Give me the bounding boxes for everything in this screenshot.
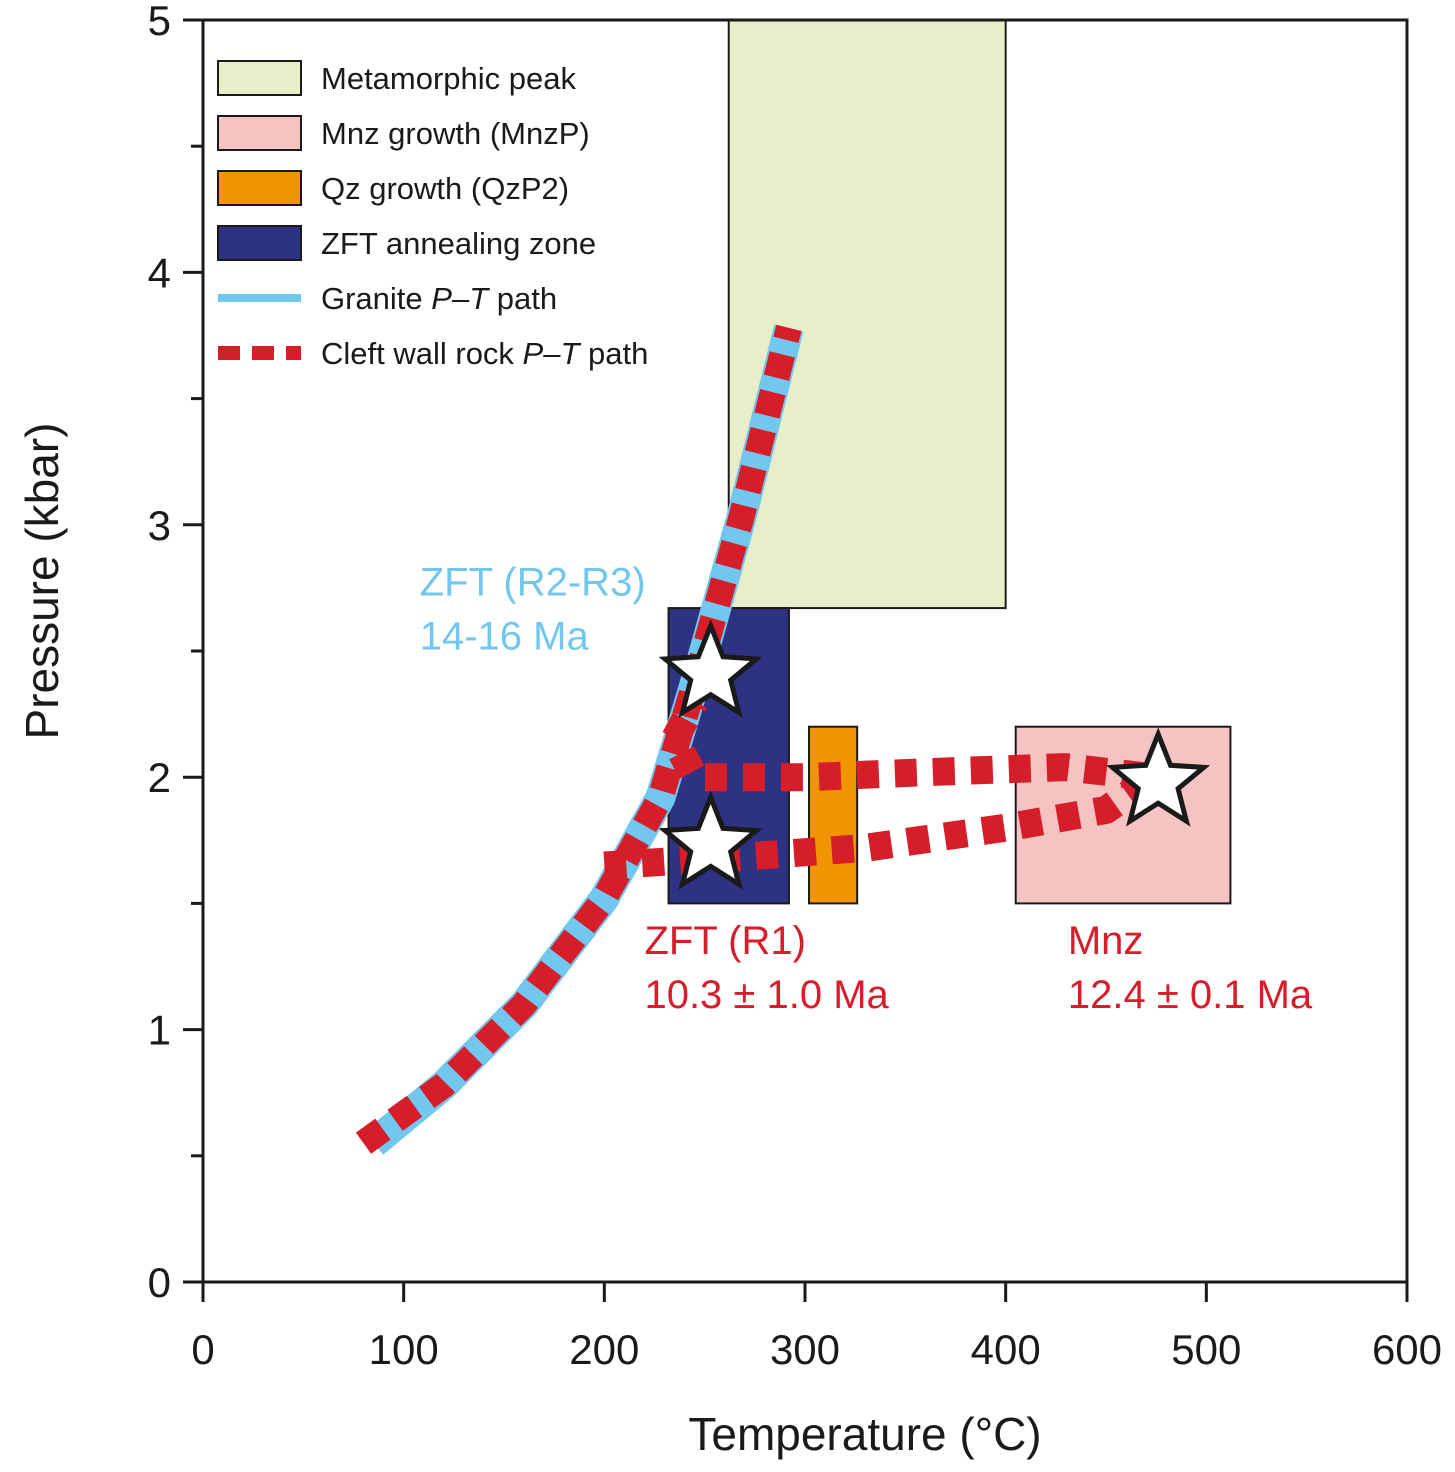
region-qz-growth-qzp2: [808, 725, 859, 905]
y-tick-label-4: 4: [148, 249, 171, 296]
legend-zft-annealing-zone-label: ZFT annealing zone: [321, 226, 596, 261]
region-metamorphic-peak: [727, 19, 1007, 610]
legend-qz-growth-qzp2-swatch: [217, 170, 302, 206]
region-mnz-growth-mnzp: [1014, 725, 1232, 905]
x-tick-label-300: 300: [770, 1326, 840, 1373]
annotation-3-line-1: Mnz: [1068, 919, 1144, 963]
legend-granite-p-t-path-label: Granite P–T path: [321, 281, 557, 316]
legend: Metamorphic peak Mnz growth (MnzP) Qz grow…: [217, 60, 648, 371]
legend-zft-annealing-zone-swatch: [217, 225, 302, 261]
y-tick-label-0: 0: [148, 1259, 171, 1306]
x-tick-label-400: 400: [971, 1326, 1041, 1373]
y-tick-label-1: 1: [148, 1007, 171, 1054]
annotation-1-line-2: 14-16 Ma: [420, 614, 590, 658]
star-markers-layer: [658, 618, 1211, 890]
annotation-2-line-2: 10.3 ± 1.0 Ma: [644, 973, 889, 1017]
y-tick-label-3: 3: [148, 502, 171, 549]
legend-qz-growth-qzp2-label: Qz growth (QzP2): [321, 171, 569, 206]
star-marker-1: [658, 618, 763, 718]
annotation-3-line-2: 12.4 ± 0.1 Ma: [1068, 973, 1313, 1017]
x-tick-label-200: 200: [569, 1326, 639, 1373]
x-axis-title: Temperature (°C): [688, 1408, 1041, 1460]
star-marker-3: [1106, 727, 1211, 827]
annotations-layer: ZFT (R2-R3) 14-16 Ma ZFT (R1) 10.3 ± 1.0 Ma…: [420, 560, 1313, 1016]
y-tick-label-2: 2: [148, 754, 171, 801]
legend-mnz-growth-mnzp-swatch: [217, 115, 302, 151]
star-marker-2: [658, 790, 763, 890]
y-axis-title: Pressure (kbar): [16, 423, 68, 740]
series-cleft-wall-rock-retrograde-loop: [603, 694, 1167, 880]
axes-layer: 0 100 200 300 400 500 600 0 1 2 3 4 5: [148, 0, 1442, 1373]
y-tick-label-5: 5: [148, 0, 171, 44]
pt-paths-layer: [355, 324, 1167, 1155]
series-cleft-wall-rock-pt-path: [355, 324, 802, 1154]
x-tick-label-600: 600: [1372, 1326, 1442, 1373]
legend-metamorphic-peak-swatch: [217, 60, 302, 96]
x-tick-label-0: 0: [191, 1326, 214, 1373]
x-tick-label-500: 500: [1171, 1326, 1241, 1373]
legend-metamorphic-peak-label: Metamorphic peak: [321, 61, 577, 96]
legend-mnz-growth-mnzp-label: Mnz growth (MnzP): [321, 116, 590, 151]
annotation-2-line-1: ZFT (R1): [644, 919, 805, 963]
x-tick-label-100: 100: [369, 1326, 439, 1373]
legend-cleft-wall-rock-p-t-path-label: Cleft wall rock P–T path: [321, 336, 648, 371]
annotation-1-line-1: ZFT (R2-R3): [420, 560, 646, 604]
